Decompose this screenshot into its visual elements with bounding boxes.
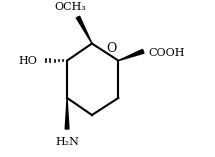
Text: H₂N: H₂N (55, 137, 79, 147)
Text: COOH: COOH (148, 48, 184, 58)
Text: HO: HO (19, 56, 38, 66)
Polygon shape (118, 49, 144, 61)
Polygon shape (65, 98, 69, 129)
Text: O: O (106, 42, 117, 55)
Text: OCH₃: OCH₃ (54, 2, 86, 12)
Polygon shape (76, 16, 92, 43)
